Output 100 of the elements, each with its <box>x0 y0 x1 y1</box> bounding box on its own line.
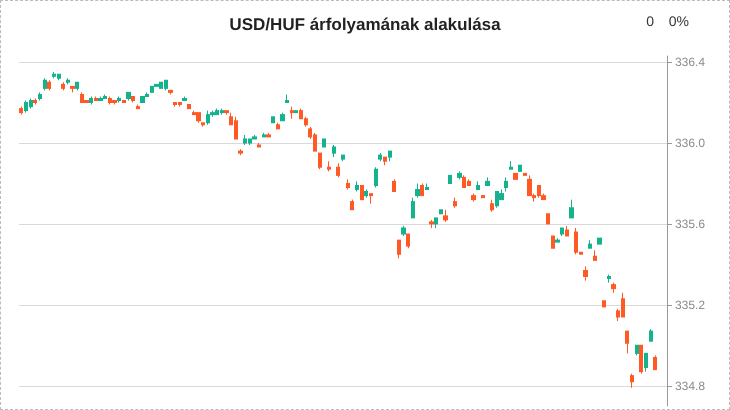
candlestick <box>443 209 448 222</box>
candlestick <box>602 300 606 308</box>
candlestick <box>332 144 336 158</box>
candlestick <box>420 182 424 196</box>
candlestick <box>625 330 629 354</box>
candlestick <box>271 116 275 124</box>
candlestick <box>266 132 271 138</box>
candlestick <box>448 174 452 184</box>
candlestick <box>355 180 359 192</box>
candlestick <box>569 199 574 218</box>
candlestick <box>397 240 401 259</box>
candlestick <box>378 152 382 162</box>
candlestick <box>318 152 322 170</box>
candlestick <box>504 176 508 192</box>
candlestick <box>509 160 513 170</box>
candlestick <box>401 225 406 237</box>
candlestick <box>285 94 289 104</box>
candlestick <box>47 80 51 91</box>
candlestick <box>89 96 93 106</box>
text: 0 <box>646 13 654 29</box>
candlestick <box>182 96 187 102</box>
candlestick <box>392 178 396 192</box>
candlestick <box>644 352 648 372</box>
y-tick-label: 336.4 <box>675 55 706 70</box>
candlestick <box>19 106 23 116</box>
candlestick <box>429 219 434 228</box>
candlestick <box>201 122 205 128</box>
candlestick <box>196 112 201 124</box>
candlestick <box>112 100 117 106</box>
candlestick <box>364 189 368 198</box>
candlestick <box>369 193 373 204</box>
candlestick <box>336 162 340 178</box>
candlestick <box>490 199 494 212</box>
candlestick <box>639 344 643 374</box>
candlestick <box>327 160 331 172</box>
candlestick <box>257 142 261 148</box>
y-tick-label: 336.0 <box>675 136 706 150</box>
candlestick <box>523 172 527 176</box>
candlestick <box>346 178 350 190</box>
candlestick <box>588 240 592 249</box>
candlestick <box>476 180 480 190</box>
y-tick-label: 334.8 <box>675 378 706 393</box>
candlestick <box>649 328 653 342</box>
candlestick <box>122 100 126 104</box>
candlestick <box>593 250 597 261</box>
candlestick <box>630 373 634 388</box>
candlestick <box>187 104 191 110</box>
candlestick <box>341 154 345 162</box>
candlestick <box>360 184 364 200</box>
candlestick <box>415 182 420 198</box>
candlestick <box>374 166 378 188</box>
candlestick <box>518 164 522 172</box>
candlestick <box>136 104 140 110</box>
candlestick <box>565 225 569 237</box>
candlestick <box>560 227 564 237</box>
candlestick <box>117 96 121 104</box>
candlestick <box>546 213 550 224</box>
candlestick <box>126 92 131 102</box>
candlestick <box>611 282 616 294</box>
candlestick <box>635 344 639 356</box>
candlestick <box>425 182 429 190</box>
candlestick <box>471 193 476 202</box>
candlestick <box>98 96 103 102</box>
candlestick <box>453 197 457 208</box>
candlestick <box>406 234 410 249</box>
y-tick-label: 335.2 <box>675 298 706 312</box>
chart-title: USD/HUF árfolyamának alakulása <box>229 15 502 34</box>
candlestick <box>131 96 135 104</box>
candlestick <box>485 176 490 186</box>
candlestick <box>597 238 602 245</box>
candlestick <box>140 96 145 104</box>
candlestick <box>294 110 298 114</box>
y-tick-label: 335.6 <box>675 216 706 231</box>
candlestick <box>280 112 285 122</box>
candlestick <box>322 138 326 148</box>
candlestick <box>43 78 47 91</box>
candlestick <box>238 148 243 156</box>
candlestick <box>457 170 462 180</box>
candlestick <box>555 238 560 243</box>
candlestick <box>70 86 75 93</box>
candlestick <box>551 236 555 249</box>
candlestick <box>653 354 657 370</box>
candlestick <box>411 197 415 218</box>
text: 0% <box>668 13 689 29</box>
candlestick <box>434 217 438 228</box>
candlestick <box>290 106 294 120</box>
candlestick <box>350 199 354 210</box>
candlestick <box>262 132 266 138</box>
candlestick <box>276 122 280 130</box>
candlestick <box>94 96 98 102</box>
candlestick <box>66 78 70 85</box>
candlestick <box>75 82 79 91</box>
candlestick <box>607 274 611 284</box>
candlestick <box>33 98 37 106</box>
candlestick <box>513 172 518 180</box>
candlestick <box>439 209 443 214</box>
candlestick <box>583 266 588 282</box>
candlestick <box>388 150 392 162</box>
candlestick <box>481 195 485 198</box>
candlestick <box>38 92 42 102</box>
